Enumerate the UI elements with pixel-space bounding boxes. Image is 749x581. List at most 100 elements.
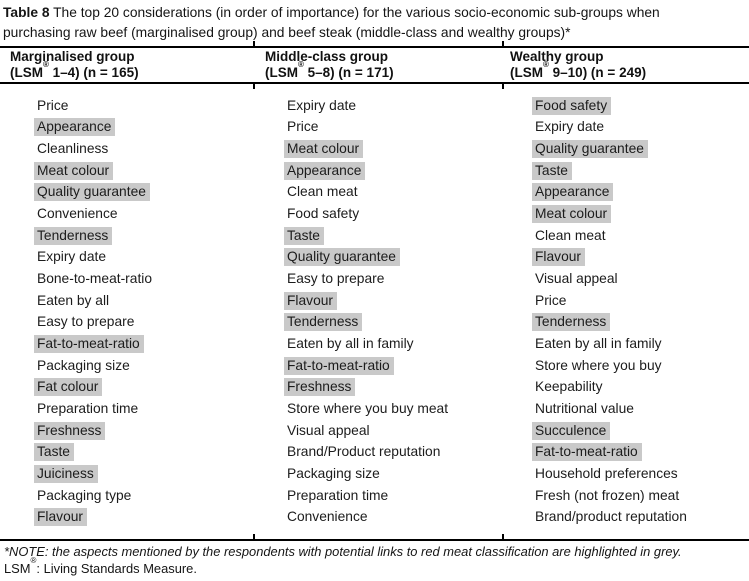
consideration-highlighted: Freshness: [284, 378, 356, 397]
consideration-highlighted: Fat-to-meat-ratio: [34, 335, 144, 354]
consideration-row: Freshness: [284, 377, 452, 399]
table-bottom-rule: [0, 539, 749, 541]
lsm-label: (LSM: [10, 64, 43, 80]
consideration-row: Meat colour: [532, 203, 691, 225]
table-top-rule: [0, 46, 749, 48]
consideration-row: Fresh (not frozen) meat: [532, 485, 691, 507]
consideration: Price: [37, 97, 69, 113]
consideration-highlighted: Appearance: [34, 118, 116, 137]
consideration: Packaging type: [37, 487, 132, 503]
consideration-row: Eaten by all: [34, 290, 156, 312]
consideration: Clean meat: [287, 184, 358, 200]
consideration-row: Price: [532, 290, 691, 312]
consideration-row: Tenderness: [284, 312, 452, 334]
consideration-highlighted: Fat-to-meat-ratio: [284, 356, 394, 375]
consideration-row: Quality guarantee: [34, 182, 156, 204]
consideration-row: Tenderness: [532, 312, 691, 334]
consideration-highlighted: Appearance: [532, 183, 614, 202]
consideration-highlighted: Flavour: [284, 291, 338, 310]
consideration: Convenience: [37, 206, 118, 222]
consideration-row: Flavour: [34, 506, 156, 528]
consideration: Packaging size: [37, 357, 130, 373]
consideration: Convenience: [287, 509, 368, 525]
consideration-highlighted: Taste: [532, 161, 572, 180]
consideration-row: Preparation time: [34, 398, 156, 420]
consideration-highlighted: Food safety: [532, 96, 612, 115]
consideration-row: Succulence: [532, 420, 691, 442]
lsm-range: 1–4) (n = 165): [48, 64, 139, 80]
consideration: Household preferences: [535, 465, 678, 481]
consideration: Clean meat: [535, 227, 606, 243]
column-header-subtitle: (LSM® 5–8) (n = 171): [265, 61, 394, 81]
consideration: Expiry date: [37, 249, 107, 265]
consideration-row: Expiry date: [532, 117, 691, 139]
consideration: Expiry date: [535, 119, 605, 135]
consideration: Food safety: [287, 206, 360, 222]
consideration-row: Convenience: [34, 203, 156, 225]
consideration-row: Household preferences: [532, 463, 691, 485]
consideration: Visual appeal: [535, 271, 618, 287]
consideration-row: Fat-to-meat-ratio: [34, 333, 156, 355]
consideration: Preparation time: [37, 401, 139, 417]
consideration-row: Brand/product reputation: [532, 506, 691, 528]
column-header-title: Marginalised group: [10, 49, 135, 64]
consideration-row: Juiciness: [34, 463, 156, 485]
consideration-row: Flavour: [532, 247, 691, 269]
consideration-row: Store where you buy: [532, 355, 691, 377]
consideration-highlighted: Freshness: [34, 421, 106, 440]
consideration: Eaten by all in family: [535, 336, 662, 352]
consideration-row: Flavour: [284, 290, 452, 312]
caption-line-2: purchasing raw beef (marginalised group)…: [3, 24, 571, 40]
consideration-row: Clean meat: [532, 225, 691, 247]
column-header-title: Middle-class group: [265, 49, 389, 64]
column-divider-tick: [253, 84, 255, 89]
consideration-row: Brand/Product reputation: [284, 442, 452, 464]
consideration-row: Tenderness: [34, 225, 156, 247]
consideration-row: Packaging type: [34, 485, 156, 507]
consideration-highlighted: Meat colour: [284, 140, 364, 159]
column-header-wealthy: Wealthy group (LSM® 9–10) (n = 249): [510, 49, 646, 80]
consideration-row: Price: [34, 95, 156, 117]
consideration-highlighted: Succulence: [532, 421, 611, 440]
column-divider-tick: [502, 41, 504, 46]
consideration-row: Taste: [532, 160, 691, 182]
consideration: Store where you buy: [535, 357, 662, 373]
consideration: Store where you buy meat: [287, 401, 449, 417]
lsm-label: (LSM: [265, 64, 298, 80]
consideration-highlighted: Flavour: [34, 508, 88, 527]
consideration: Eaten by all: [37, 292, 110, 308]
caption-line-1: Table 8 The top 20 considerations (in or…: [3, 3, 747, 23]
consideration: Cleanliness: [37, 141, 109, 157]
consideration-row: Easy to prepare: [284, 268, 452, 290]
consideration-highlighted: Quality guarantee: [284, 248, 400, 267]
consideration-row: Expiry date: [284, 95, 452, 117]
consideration-row: Price: [284, 117, 452, 139]
registered-trademark-icon: ®: [30, 556, 37, 566]
consideration-row: Taste: [34, 442, 156, 464]
column-header-title: Wealthy group: [510, 49, 604, 64]
consideration-row: Fat-to-meat-ratio: [284, 355, 452, 377]
consideration-row: Appearance: [532, 182, 691, 204]
header-bottom-rule: [0, 82, 749, 84]
consideration-row: Bone-to-meat-ratio: [34, 268, 156, 290]
consideration-highlighted: Quality guarantee: [532, 140, 648, 159]
column-header-subtitle: (LSM® 9–10) (n = 249): [510, 61, 646, 81]
consideration-highlighted: Fat colour: [34, 378, 103, 397]
registered-trademark-icon: ®: [298, 60, 304, 69]
column-header-subtitle: (LSM® 1–4) (n = 165): [10, 61, 139, 81]
consideration-row: Eaten by all in family: [532, 333, 691, 355]
consideration-highlighted: Meat colour: [34, 161, 114, 180]
lsm-label: LSM: [4, 560, 31, 576]
consideration-row: Cleanliness: [34, 138, 156, 160]
consideration-row: Food safety: [284, 203, 452, 225]
consideration-row: Appearance: [34, 117, 156, 139]
consideration-highlighted: Tenderness: [532, 313, 611, 332]
consideration: Keepability: [535, 379, 603, 395]
consideration: Packaging size: [287, 465, 380, 481]
consideration-row: Visual appeal: [532, 268, 691, 290]
registered-trademark-icon: ®: [43, 60, 49, 69]
lsm-range: 5–8) (n = 171): [303, 64, 394, 80]
consideration-row: Freshness: [34, 420, 156, 442]
considerations-column-wealthy: Food safety Expiry date Quality guarantee T…: [532, 95, 691, 528]
